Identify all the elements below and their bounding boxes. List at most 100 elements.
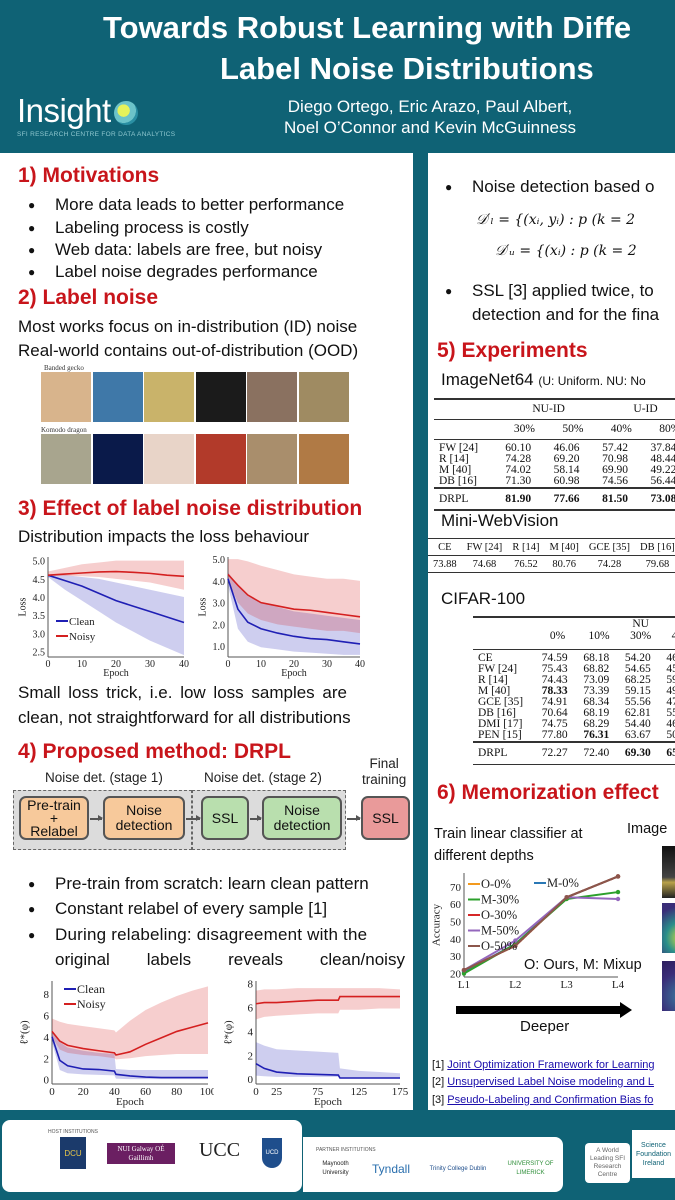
webvision-results-table: CE FW [24] R [14] M [40] GCE [35] DB [16] 73.8… <box>428 538 675 573</box>
column-header: DB [16] <box>640 541 675 553</box>
method-name: FW [24] <box>478 663 518 675</box>
example-image <box>662 846 675 898</box>
column-header: R [14] <box>512 541 540 553</box>
ucc-logo: UCC <box>198 1138 241 1161</box>
x-tick-label: 10 <box>77 659 87 670</box>
table-row-final: DRPL 81.90 77.66 81.50 73.08 <box>434 488 675 510</box>
bullet: SSL [3] applied twice, to <box>435 280 654 302</box>
ref-link[interactable]: Unsupervised Label Noise modeling and L <box>447 1076 654 1088</box>
x-tick-label: 80 <box>171 1086 183 1098</box>
nui-galway-logo: NUI Galway OÉ Gaillimh <box>107 1143 175 1164</box>
table-row: FW [24] 60.10 46.06 57.42 37.84 <box>434 439 675 454</box>
table-row: R [14] 74.43 73.09 68.25 59.49 <box>473 674 675 686</box>
section-label-noise-title: 2) Label noise <box>18 286 159 309</box>
y-tick-label: 4 <box>44 1032 50 1044</box>
method-name: R [14] <box>478 674 508 686</box>
ref-num: [3] <box>432 1094 445 1106</box>
column-header: 40% <box>671 630 675 642</box>
column-header: 40% <box>610 422 632 435</box>
table-header: CE FW [24] R [14] M [40] GCE [35] DB [16] <box>428 539 675 556</box>
group-header: U-ID <box>633 402 658 415</box>
table-cell: 74.02 <box>505 464 532 476</box>
reference-3: [3] Pseudo-Labeling and Confirmation Bia… <box>432 1094 653 1106</box>
y-tick-label: 6 <box>248 1002 254 1014</box>
column-header: FW [24] <box>466 541 503 553</box>
partner-institutions-card <box>303 1137 563 1192</box>
section-experiments-title: 5) Experiments <box>437 339 588 362</box>
ref-link[interactable]: Joint Optimization Framework for Learnin… <box>447 1059 655 1071</box>
example-image <box>195 372 246 422</box>
box-text: detection <box>273 817 331 833</box>
bullet: Noise detection based o <box>435 176 654 198</box>
table-header: 0% 10% 30% 40% <box>473 630 675 649</box>
insight-logo-text: Insight <box>17 92 111 129</box>
x-tick-label: L2 <box>509 979 521 991</box>
relabel-loss-chart-ood: 0 2 4 6 8 0 25 75 125 175 Epoch ℓ*(φ) <box>222 978 408 1108</box>
partner-label: PARTNER INSTITUTIONS <box>316 1147 376 1153</box>
y-tick-label: 3.0 <box>213 599 226 610</box>
x-tick-label: 0 <box>49 1086 55 1098</box>
table-cell: 70.64 <box>541 707 568 719</box>
data-point <box>513 943 518 948</box>
table-group-header: NU-ID U-ID <box>434 399 675 419</box>
insight-logo: Insight <box>17 92 138 130</box>
legend-label: M-0% <box>547 876 579 890</box>
table-row: M [40] 78.33 73.39 59.15 49.40 <box>473 685 675 697</box>
y-tick-label: 20 <box>450 969 462 981</box>
x-tick-label: 75 <box>312 1086 324 1098</box>
table-row-final: DRPL 72.27 72.40 69.30 65.86 <box>473 742 675 764</box>
table-cell: 54.65 <box>624 663 651 675</box>
x-tick-label: 30 <box>322 659 332 670</box>
series-line-clean <box>47 574 185 624</box>
method-name: M [40] <box>439 464 472 476</box>
sfi-tagline: A World Leading SFI Research Centre <box>585 1143 630 1183</box>
table-cell: 37.84 <box>650 442 675 454</box>
table-cell: 70.98 <box>602 453 628 465</box>
table-cell: 68.19 <box>583 707 610 719</box>
y-axis-label: ℓ*(φ) <box>222 1020 234 1045</box>
table-row: R [14] 74.28 69.20 70.98 48.44 <box>434 453 675 465</box>
y-tick-label: 4 <box>248 1026 254 1038</box>
table-cell: 69.90 <box>602 464 628 476</box>
cifar-title: CIFAR-100 <box>441 589 526 608</box>
method-name: DRPL <box>439 492 469 505</box>
table-cell: 59.49 <box>666 674 675 686</box>
y-tick-label: 70 <box>450 882 462 894</box>
final-label-line: Final <box>369 756 399 771</box>
equation-unlabeled-set: 𝒟′ᵤ = {(xᵢ) : p (k = 2 <box>495 243 637 259</box>
method-name: FW [24] <box>439 442 479 454</box>
y-tick-label: 8 <box>248 978 254 990</box>
x-tick-label: 10 <box>256 659 266 670</box>
ref-link[interactable]: Pseudo-Labeling and Confirmation Bias fo <box>447 1094 654 1106</box>
data-point <box>461 971 467 976</box>
column-header: 10% <box>588 630 610 642</box>
example-image <box>92 434 143 484</box>
example-image <box>92 372 143 422</box>
y-tick-label: 2 <box>248 1050 254 1062</box>
table-cell: 74.28 <box>597 558 622 570</box>
text-line: Train linear classifier at <box>434 826 583 842</box>
poster-title-line2: Label Noise Distributions <box>220 51 594 86</box>
sfi-logo: Science Foundation Ireland <box>632 1130 675 1178</box>
bullet: Label noise degrades performance <box>18 261 318 283</box>
authors: Diego Ortego, Eric Arazo, Paul Albert, N… <box>230 96 630 138</box>
table-cell: 72.40 <box>583 746 610 759</box>
table-cell: 46.06 <box>553 442 580 454</box>
table-cell: 45.38 <box>666 663 675 675</box>
loss-chart-ood-noise: 1.0 2.0 3.0 4.0 5.0 0 10 20 30 40 Epoch Loss <box>198 555 366 679</box>
section-motivations-title: 1) Motivations <box>18 164 160 187</box>
y-tick-label: 5.0 <box>213 555 226 566</box>
y-tick-label: 4.5 <box>33 575 46 586</box>
table-cell: 78.33 <box>541 685 568 697</box>
method-name: M [40] <box>478 685 511 697</box>
bullet: Labeling process is costly <box>18 217 249 239</box>
table-cell: 62.81 <box>624 707 651 719</box>
y-tick-label: 2.5 <box>33 648 46 659</box>
text-line: different depths <box>434 848 534 864</box>
data-point <box>615 896 621 902</box>
example-image <box>41 372 91 422</box>
table-cell: 74.28 <box>505 453 532 465</box>
table-cell: 46.55 <box>666 652 675 664</box>
method-name: GCE [35] <box>478 696 524 708</box>
x-tick-label: L3 <box>561 979 574 991</box>
